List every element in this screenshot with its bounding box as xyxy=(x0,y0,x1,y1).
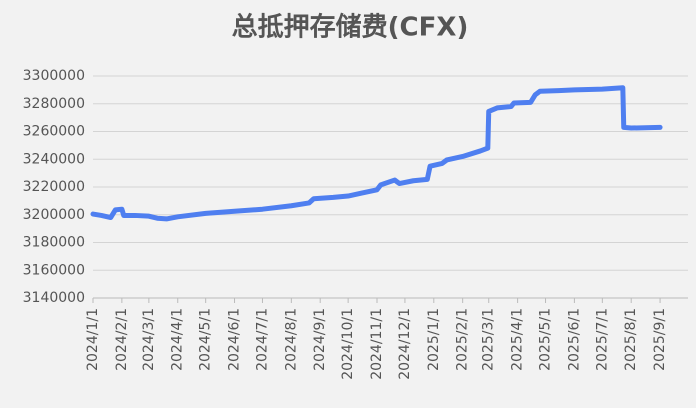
x-tick-label: 2025/5/1 xyxy=(538,308,554,371)
x-tick-label: 2024/11/1 xyxy=(369,308,385,380)
x-tick-label: 2024/8/1 xyxy=(283,308,299,371)
x-tick-label: 2024/5/1 xyxy=(198,308,214,371)
chart-title: 总抵押存储费(CFX) xyxy=(232,12,469,43)
x-tick-label: 2024/7/1 xyxy=(254,308,270,371)
x-tick-label: 2024/3/1 xyxy=(141,308,157,371)
x-tick-label: 2024/10/1 xyxy=(340,308,356,380)
y-tick-label: 3220000 xyxy=(23,179,85,195)
y-tick-label: 3160000 xyxy=(23,262,85,278)
y-tick-label: 3260000 xyxy=(23,124,85,140)
x-tick-label: 2025/9/1 xyxy=(652,308,668,371)
x-tick-label: 2025/4/1 xyxy=(510,308,526,371)
x-tick-label: 2025/6/1 xyxy=(566,308,582,371)
x-tick-label: 2024/1/1 xyxy=(85,308,101,371)
x-tick-label: 2025/3/1 xyxy=(481,308,497,371)
y-tick-label: 3300000 xyxy=(23,68,85,84)
x-tick-label: 2024/2/1 xyxy=(114,308,130,371)
y-tick-label: 3140000 xyxy=(23,290,85,306)
line xyxy=(90,85,663,222)
y-tick-label: 3180000 xyxy=(23,235,85,251)
y-tick-label: 3240000 xyxy=(23,151,85,167)
x-tick-label: 2024/4/1 xyxy=(170,308,186,371)
y-tick-label: 3280000 xyxy=(23,96,85,112)
x-tick-label: 2025/7/1 xyxy=(594,308,610,371)
x-tick-label: 2024/9/1 xyxy=(312,308,328,371)
x-tick-label: 2024/6/1 xyxy=(227,308,243,371)
y-tick-label: 3200000 xyxy=(23,207,85,223)
x-tick-label: 2025/8/1 xyxy=(623,308,639,371)
x-tick-label: 2024/12/1 xyxy=(397,308,413,380)
x-tick-label: 2025/1/1 xyxy=(426,308,442,371)
x-tick-label: 2025/2/1 xyxy=(455,308,471,371)
